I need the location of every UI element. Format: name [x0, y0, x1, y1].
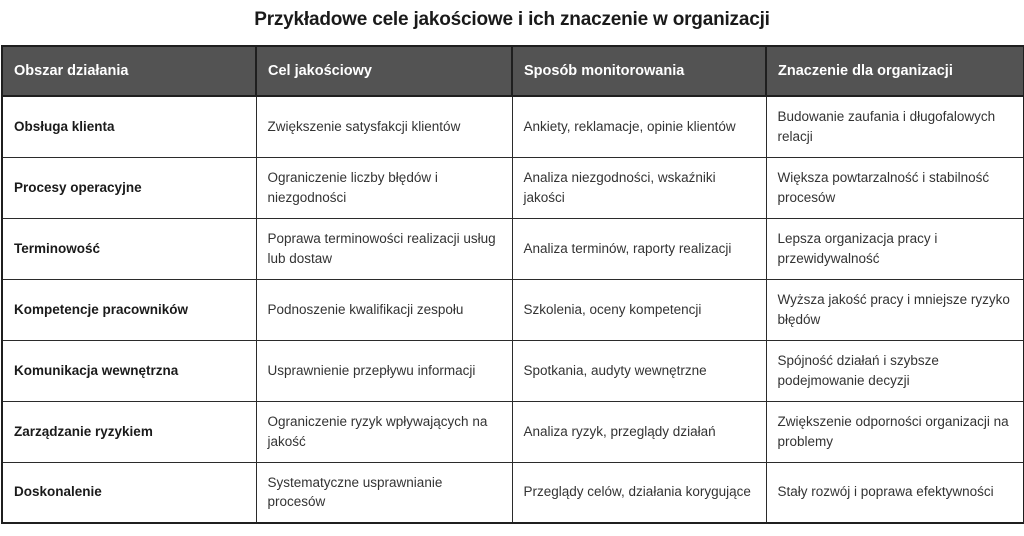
cell-area: Procesy operacyjne [2, 157, 257, 219]
cell-monitoring: Ankiety, reklamacje, opinie klientów [512, 96, 767, 158]
cell-goal: Podnoszenie kwalifikacji zespołu [256, 279, 513, 341]
quality-objectives-table: Obszar działania Cel jakościowy Sposób m… [1, 45, 1024, 524]
cell-goal: Ograniczenie liczby błędów i niezgodnośc… [256, 157, 513, 219]
table-row: Kompetencje pracowników Podnoszenie kwal… [2, 279, 1024, 341]
cell-monitoring: Przeglądy celów, działania korygujące [512, 462, 767, 523]
cell-monitoring: Szkolenia, oceny kompetencji [512, 279, 767, 341]
column-header-area: Obszar działania [2, 46, 257, 97]
cell-significance: Spójność działań i szybsze podejmowanie … [766, 340, 1024, 402]
cell-monitoring: Analiza niezgodności, wskaźniki jakości [512, 157, 767, 219]
cell-significance: Większa powtarzalność i stabilność proce… [766, 157, 1024, 219]
cell-goal: Systematyczne usprawnianie procesów [256, 462, 513, 523]
table-row: Komunikacja wewnętrzna Usprawnienie prze… [2, 340, 1024, 402]
cell-significance: Lepsza organizacja pracy i przewidywalno… [766, 218, 1024, 280]
column-header-monitoring: Sposób monitorowania [512, 46, 767, 97]
cell-goal: Poprawa terminowości realizacji usług lu… [256, 218, 513, 280]
table-row: Zarządzanie ryzykiem Ograniczenie ryzyk … [2, 401, 1024, 463]
table-body: Obsługa klienta Zwiększenie satysfakcji … [2, 96, 1024, 523]
cell-area: Obsługa klienta [2, 96, 257, 158]
cell-significance: Stały rozwój i poprawa efektywności [766, 462, 1024, 523]
cell-monitoring: Analiza terminów, raporty realizacji [512, 218, 767, 280]
table-header: Obszar działania Cel jakościowy Sposób m… [2, 46, 1024, 97]
column-header-significance: Znaczenie dla organizacji [766, 46, 1024, 97]
column-header-goal: Cel jakościowy [256, 46, 513, 97]
cell-area: Zarządzanie ryzykiem [2, 401, 257, 463]
cell-goal: Ograniczenie ryzyk wpływających na jakoś… [256, 401, 513, 463]
page-title: Przykładowe cele jakościowe i ich znacze… [254, 9, 770, 30]
cell-significance: Budowanie zaufania i długofalowych relac… [766, 96, 1024, 158]
cell-goal: Usprawnienie przepływu informacji [256, 340, 513, 402]
cell-area: Komunikacja wewnętrzna [2, 340, 257, 402]
cell-monitoring: Spotkania, audyty wewnętrzne [512, 340, 767, 402]
table-row: Terminowość Poprawa terminowości realiza… [2, 218, 1024, 280]
cell-area: Doskonalenie [2, 462, 257, 523]
table-row: Doskonalenie Systematyczne usprawnianie … [2, 462, 1024, 523]
cell-monitoring: Analiza ryzyk, przeglądy działań [512, 401, 767, 463]
cell-area: Terminowość [2, 218, 257, 280]
cell-significance: Zwiększenie odporności organizacji na pr… [766, 401, 1024, 463]
cell-goal: Zwiększenie satysfakcji klientów [256, 96, 513, 158]
table-row: Procesy operacyjne Ograniczenie liczby b… [2, 157, 1024, 219]
cell-area: Kompetencje pracowników [2, 279, 257, 341]
table-header-row: Obszar działania Cel jakościowy Sposób m… [2, 46, 1024, 97]
cell-significance: Wyższa jakość pracy i mniejsze ryzyko bł… [766, 279, 1024, 341]
table-row: Obsługa klienta Zwiększenie satysfakcji … [2, 96, 1024, 158]
